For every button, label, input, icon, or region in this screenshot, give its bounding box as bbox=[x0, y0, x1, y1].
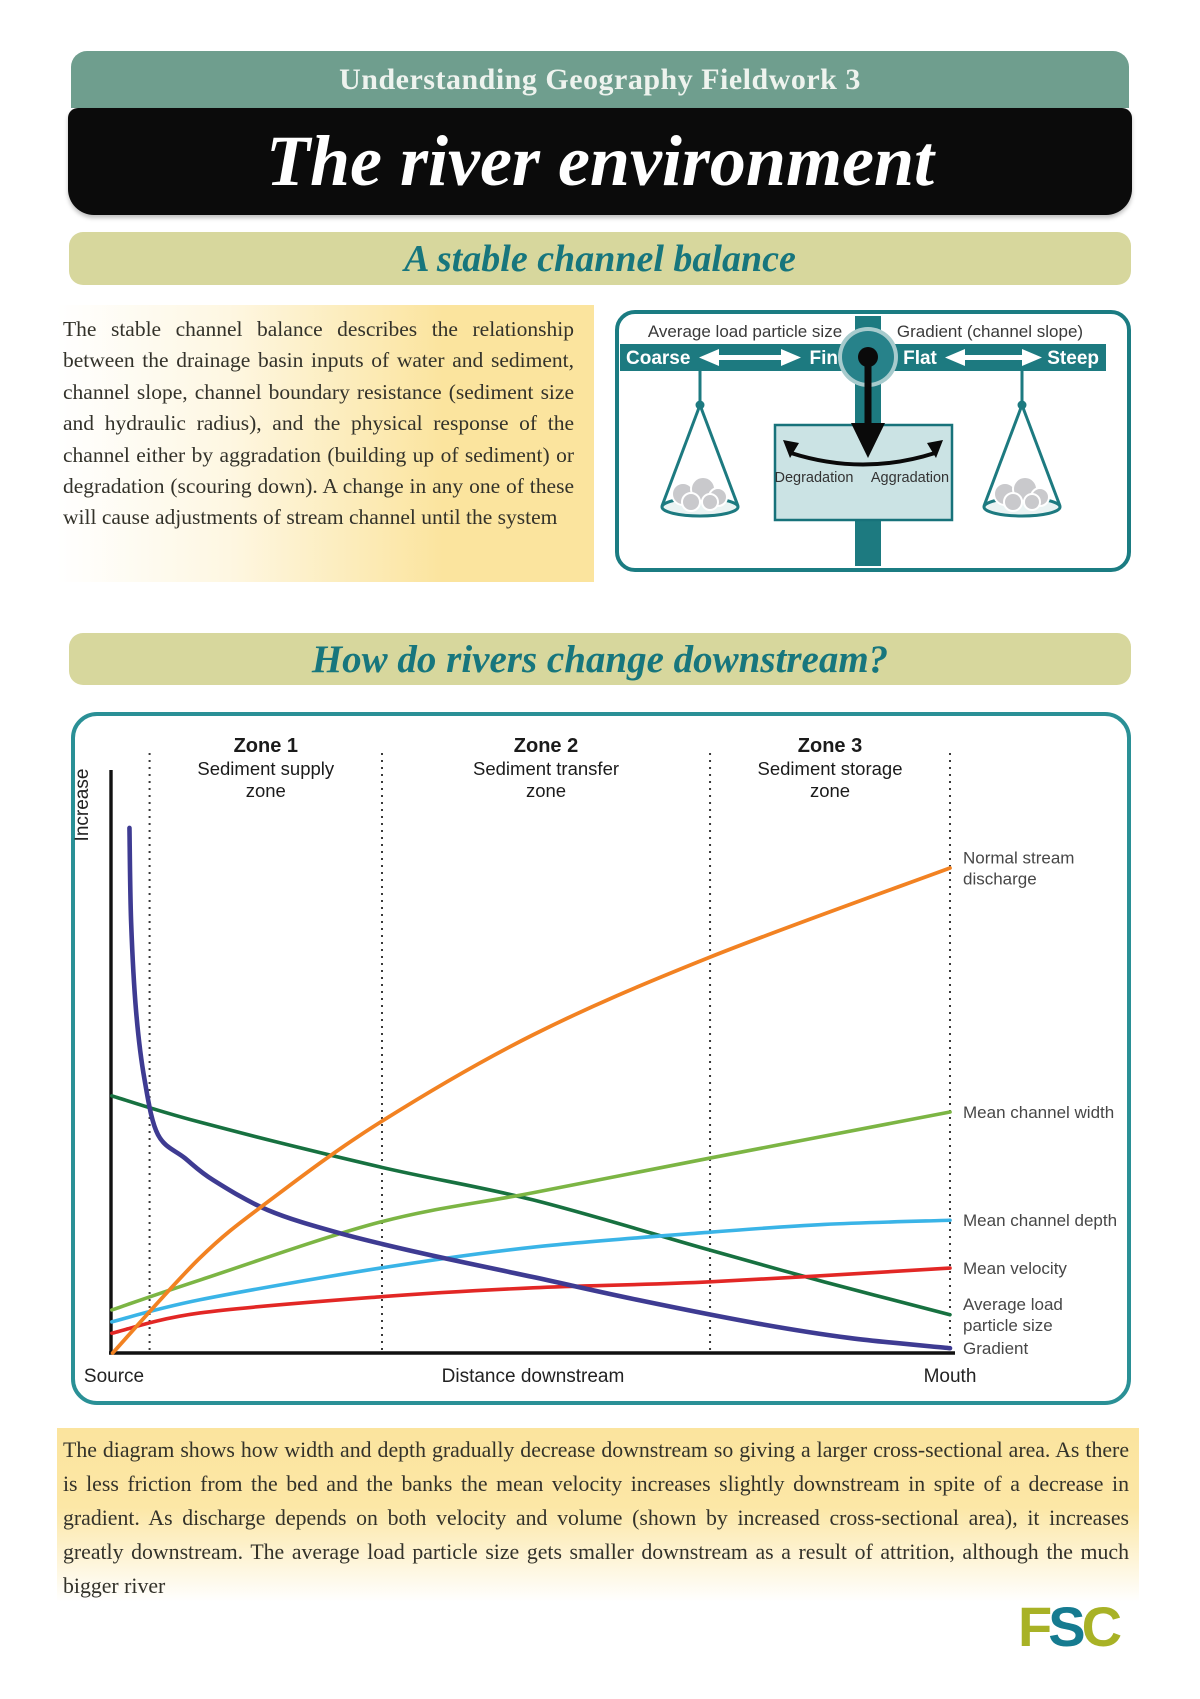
beam-label-flat: Flat bbox=[903, 348, 937, 369]
svg-text:Gradient: Gradient bbox=[963, 1339, 1028, 1358]
fsc-letter-s: S bbox=[1048, 1595, 1085, 1658]
pivot-arrow-head-icon bbox=[851, 423, 885, 458]
svg-text:Sediment supply: Sediment supply bbox=[197, 758, 335, 779]
fsc-letter-c: C bbox=[1081, 1595, 1123, 1658]
section-heading: A stable channel balance bbox=[404, 237, 796, 280]
aggradation-label: Aggradation bbox=[871, 470, 949, 486]
left-scale-title: Average load particle size bbox=[648, 322, 842, 341]
coarse-fine-arrow-icon bbox=[699, 349, 801, 366]
beam-label-coarse: Coarse bbox=[626, 348, 690, 369]
svg-text:particle size: particle size bbox=[963, 1316, 1053, 1335]
svg-text:Mean channel width: Mean channel width bbox=[963, 1103, 1114, 1122]
svg-text:Zone 2: Zone 2 bbox=[514, 735, 578, 757]
svg-text:zone: zone bbox=[526, 780, 566, 801]
left-pan-stones bbox=[671, 476, 728, 512]
seesaw-arc-icon bbox=[790, 451, 936, 467]
flat-steep-arrow-icon bbox=[945, 349, 1042, 366]
svg-text:zone: zone bbox=[810, 780, 850, 801]
right-scale-title: Gradient (channel slope) bbox=[897, 322, 1083, 341]
section-heading: How do rivers change downstream? bbox=[311, 637, 889, 681]
series-banner: Understanding Geography Fieldwork 3 bbox=[71, 51, 1129, 108]
svg-text:zone: zone bbox=[246, 780, 286, 801]
arc-right-arrowhead-icon bbox=[927, 440, 943, 458]
degradation-label: Degradation bbox=[775, 470, 854, 486]
svg-text:Zone 3: Zone 3 bbox=[798, 735, 862, 757]
svg-text:Source: Source bbox=[84, 1366, 144, 1387]
title-banner: The river environment bbox=[68, 108, 1132, 215]
right-pan-stones bbox=[993, 476, 1050, 512]
svg-text:Sediment transfer: Sediment transfer bbox=[473, 758, 619, 779]
svg-text:Zone 1: Zone 1 bbox=[234, 735, 298, 757]
balance-diagram: Average load particle size Gradient (cha… bbox=[620, 316, 1106, 566]
fsc-letter-f: F bbox=[1018, 1595, 1052, 1658]
channel-balance-paragraph: The stable channel balance describes the… bbox=[57, 305, 594, 582]
svg-text:Mouth: Mouth bbox=[924, 1366, 977, 1387]
pivot-dot bbox=[858, 347, 878, 367]
fsc-logo: FSC bbox=[1018, 1594, 1123, 1659]
section-band-channel-balance: A stable channel balance bbox=[69, 232, 1131, 285]
svg-text:Sediment storage: Sediment storage bbox=[758, 758, 903, 779]
svg-text:Mean channel depth: Mean channel depth bbox=[963, 1211, 1117, 1230]
arc-left-arrowhead-icon bbox=[783, 440, 799, 458]
downstream-paragraph: The diagram shows how width and depth gr… bbox=[57, 1428, 1139, 1617]
svg-text:Average load: Average load bbox=[963, 1295, 1063, 1314]
svg-text:Mean velocity: Mean velocity bbox=[963, 1259, 1067, 1278]
beam-label-steep: Steep bbox=[1047, 348, 1099, 369]
svg-text:Normal stream: Normal stream bbox=[963, 849, 1074, 868]
svg-text:discharge: discharge bbox=[963, 870, 1037, 889]
svg-text:Increase: Increase bbox=[72, 769, 93, 842]
section-band-downstream: How do rivers change downstream? bbox=[69, 633, 1131, 685]
pivot-arrow-shaft bbox=[864, 362, 872, 424]
page-title: The river environment bbox=[266, 121, 934, 201]
series-title: Understanding Geography Fieldwork 3 bbox=[339, 62, 861, 96]
svg-text:Distance downstream: Distance downstream bbox=[442, 1366, 625, 1387]
